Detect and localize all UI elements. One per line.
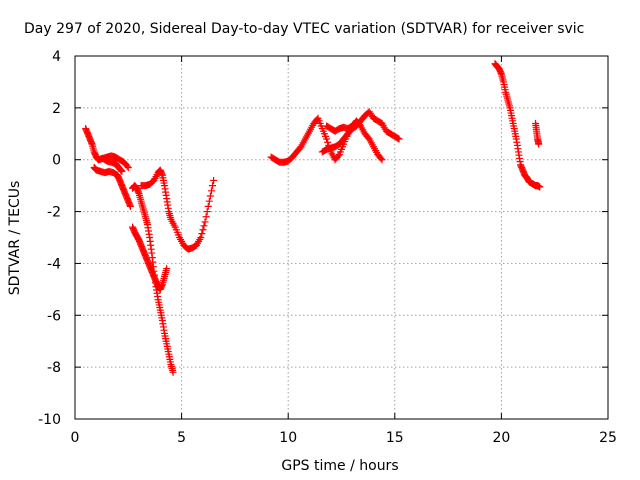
- y-tick-label: -4: [47, 256, 61, 272]
- data-point: [209, 182, 217, 190]
- data-point: [199, 226, 207, 234]
- series-arc-11: [532, 119, 543, 148]
- series-arc-8: [318, 108, 403, 156]
- y-tick-label: -10: [38, 412, 61, 428]
- data-point: [169, 368, 177, 376]
- data-point: [203, 208, 211, 216]
- data-point: [198, 230, 206, 238]
- data-point: [197, 234, 205, 241]
- x-tick-label: 5: [177, 430, 186, 446]
- y-tick-label: -6: [47, 308, 61, 324]
- series-arc-3: [94, 154, 126, 175]
- data-point: [206, 192, 214, 200]
- data-point: [536, 183, 544, 191]
- chart-title: Day 297 of 2020, Sidereal Day-to-day VTE…: [24, 21, 584, 37]
- data-point: [118, 167, 126, 175]
- series-arc-7: [267, 114, 386, 166]
- data-point: [334, 152, 342, 160]
- data-point: [324, 138, 332, 146]
- data-point: [535, 140, 543, 148]
- data-point: [207, 187, 215, 195]
- y-tick-label: 0: [52, 153, 61, 169]
- plot-frame: [74, 55, 609, 420]
- data-point: [210, 176, 218, 184]
- series-arc-5: [129, 223, 171, 293]
- data-point: [378, 156, 386, 164]
- grid: [75, 56, 608, 419]
- data-point: [200, 222, 208, 230]
- x-tick-labels: 0 5 10 15 20 25: [71, 430, 617, 446]
- data-point: [351, 120, 359, 128]
- data-points: [82, 60, 544, 376]
- data-point: [205, 197, 213, 205]
- x-tick-label: 10: [279, 430, 297, 446]
- y-tick-label: -2: [47, 205, 61, 221]
- data-point: [126, 202, 134, 210]
- y-tick-label: 4: [52, 49, 61, 65]
- series-arc-2: [90, 163, 134, 210]
- data-point: [202, 213, 210, 221]
- y-tick-label: 2: [52, 101, 61, 117]
- data-point: [395, 135, 403, 143]
- y-tick-label: -8: [47, 360, 61, 376]
- data-point: [201, 218, 209, 226]
- data-point: [124, 163, 132, 171]
- axis-ticks: [74, 55, 609, 420]
- x-tick-label: 25: [599, 430, 617, 446]
- data-point: [377, 154, 385, 162]
- y-tick-labels: 4 2 0 -2 -4 -6 -8 -10: [38, 49, 61, 428]
- data-point: [163, 265, 171, 273]
- x-tick-label: 20: [492, 430, 510, 446]
- data-point: [323, 135, 331, 143]
- series-arc-6: [137, 166, 218, 253]
- series-arc-9: [323, 119, 360, 135]
- data-point: [394, 134, 402, 142]
- data-point: [352, 119, 360, 127]
- x-tick-label: 0: [71, 430, 80, 446]
- data-point: [204, 202, 212, 210]
- data-point: [123, 162, 131, 170]
- y-axis-label: SDTVAR / TECUs: [7, 181, 23, 296]
- x-tick-label: 15: [386, 430, 404, 446]
- x-axis-label: GPS time / hours: [281, 458, 398, 474]
- series-arc-10: [491, 60, 544, 191]
